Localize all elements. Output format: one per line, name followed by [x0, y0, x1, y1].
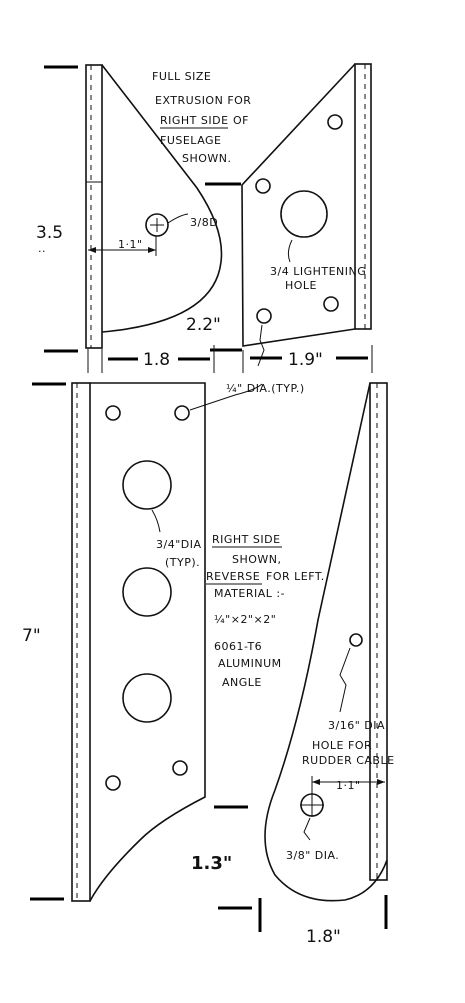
top-left-3-8-hole	[145, 213, 169, 237]
dim-1-8-bottom-label: 1.8"	[306, 927, 341, 947]
three-quarter-leader	[151, 509, 161, 533]
size-label: ¼"×2"×2"	[214, 613, 276, 626]
three-eighths-leader	[303, 817, 311, 841]
top-left-1-1-arrow-left	[88, 247, 96, 253]
dim-7-label: 7"	[22, 626, 41, 646]
quarter-dia-typ-label: ¼" DIA.(TYP.)	[226, 382, 305, 395]
full-size-line5: SHOWN.	[182, 152, 232, 165]
rudder-leader	[339, 647, 351, 713]
material-note: RIGHT SIDE SHOWN, REVERSE FOR LEFT. MATE…	[206, 533, 325, 689]
dim-3-5-label: 3.5	[36, 223, 63, 243]
lightening-label-line2: HOLE	[285, 279, 317, 292]
bottom-left-angle-flange	[71, 382, 91, 902]
top-right-angle-flange	[354, 63, 372, 330]
quarter-dia-leader-top	[257, 324, 265, 367]
bottom-right-web-outline	[264, 382, 388, 902]
bottom-right-1-1-arrow-left	[312, 779, 320, 785]
top-right-hole-bottom-left	[256, 308, 272, 324]
bottom-left-hole-4	[172, 760, 188, 776]
full-size-line3-underlined: RIGHT SIDE	[160, 114, 229, 127]
top-right-hole-top	[327, 114, 343, 130]
three-quarter-typ-label: (TYP).	[165, 556, 200, 569]
top-left-1-1-arrow-right	[148, 247, 156, 253]
bottom-left-hole-1	[105, 405, 121, 421]
bottom-left-hole-2	[174, 405, 190, 421]
aluminum-label: ALUMINUM	[218, 657, 282, 670]
bottom-right-1-1-arrow-right	[377, 779, 385, 785]
rudder-label-line3: RUDDER CABLE	[302, 754, 395, 767]
alloy-label: 6061-T6	[214, 640, 262, 653]
full-size-line2: EXTRUSION FOR	[155, 94, 251, 107]
full-size-line4: FUSELAGE	[160, 134, 222, 147]
dim-1-1-top-label: 1·1"	[118, 238, 143, 251]
three-eighths-dia-label: 3/8" DIA.	[286, 849, 339, 862]
full-size-line3-rest: OF	[233, 114, 249, 127]
bottom-left-web-outline	[89, 382, 206, 902]
dim-1-3-label: 1.3"	[191, 853, 232, 874]
top-right-web-outline	[241, 63, 356, 347]
rudder-label-line1: 3/16" DIA	[328, 719, 385, 732]
reverse-rest-label: FOR LEFT.	[266, 570, 325, 583]
bottom-right-angle-flange	[369, 382, 388, 881]
bottom-left-lightening-2	[122, 567, 172, 617]
top-right-hole-left	[255, 178, 271, 194]
reverse-label: REVERSE	[206, 570, 260, 583]
rudder-cable-hole	[349, 633, 363, 647]
quarter-dia-leader-bottom	[189, 383, 263, 411]
full-size-note: FULL SIZE EXTRUSION FOR RIGHT SIDE OF FU…	[152, 70, 251, 165]
top-left-web-outline	[101, 64, 223, 333]
angle-label: ANGLE	[222, 676, 262, 689]
top-left-angle-flange	[85, 64, 103, 349]
bottom-right-bracket	[264, 382, 388, 902]
material-label: MATERIAL :-	[214, 587, 285, 600]
full-size-line1: FULL SIZE	[152, 70, 211, 83]
bottom-left-bracket	[71, 382, 263, 902]
dimension-markers	[30, 65, 388, 932]
dim-2-2-label: 2.2"	[186, 315, 221, 335]
right-side-title: RIGHT SIDE	[212, 533, 281, 546]
hole-3-8-d-label: 3/8D	[190, 216, 218, 229]
top-left-hole-leader	[167, 213, 189, 224]
lightening-label-line1: 3/4 LIGHTENING	[270, 265, 366, 278]
rudder-label-line2: HOLE FOR	[312, 739, 372, 752]
bottom-left-lightening-1	[122, 460, 172, 510]
lightening-leader	[287, 239, 293, 263]
dim-3-5-sub-label: ..	[38, 242, 46, 255]
top-left-bracket	[85, 64, 223, 349]
dim-1-9-label: 1.9"	[288, 350, 323, 370]
top-right-lightening-hole	[280, 190, 328, 238]
top-right-hole-bottom-right	[323, 296, 339, 312]
top-right-bracket	[241, 63, 372, 367]
bottom-left-lightening-3	[122, 673, 172, 723]
shown-label: SHOWN,	[232, 553, 282, 566]
three-quarter-dia-label: 3/4"DIA	[156, 538, 202, 551]
dim-1-1-bottom-label: 1·1"	[336, 779, 361, 792]
dim-1-8-top-label: 1.8	[143, 350, 170, 370]
bottom-left-hole-3	[105, 775, 121, 791]
